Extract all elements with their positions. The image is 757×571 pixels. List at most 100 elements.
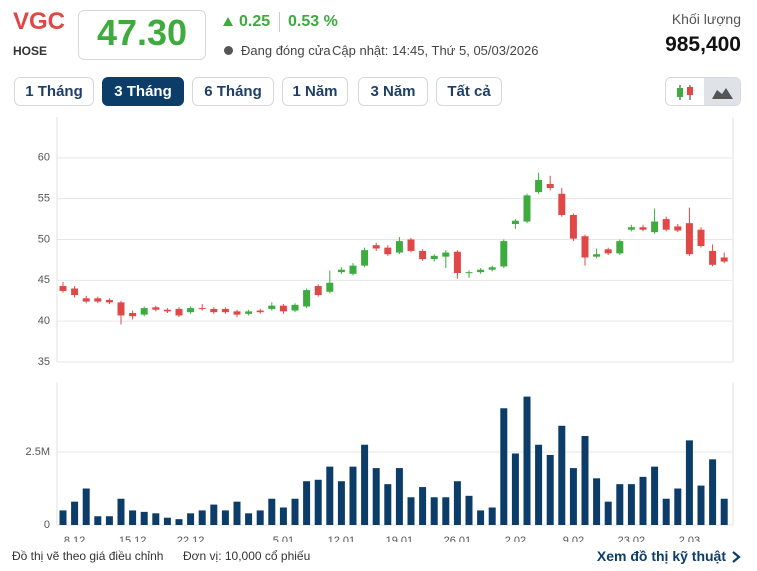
candle-body <box>419 250 427 260</box>
link-chevron <box>732 551 741 563</box>
candle-body <box>558 193 566 215</box>
y-tick-label: 45 <box>38 274 50 286</box>
volume-bar <box>71 501 79 525</box>
volume-bar <box>256 510 264 525</box>
candle-body <box>395 241 403 253</box>
volume-bar <box>221 510 229 525</box>
candle-body <box>407 239 415 251</box>
volume-bar <box>720 498 728 525</box>
y-tick-label: 40 <box>38 315 50 327</box>
candle-body <box>291 304 299 311</box>
range-button[interactable]: Tất cả <box>436 77 502 106</box>
x-tick-label: 9.02 <box>563 535 584 542</box>
candle-body <box>94 298 102 302</box>
candle-body <box>546 183 554 189</box>
range-button[interactable]: 3 Năm <box>358 77 428 106</box>
volume-bar <box>129 510 137 525</box>
volume-bar <box>593 478 601 525</box>
range-button[interactable]: 1 Tháng <box>14 77 94 106</box>
candle-body <box>709 250 717 265</box>
candle-body <box>117 302 125 316</box>
symbol: VGC <box>13 8 66 35</box>
volume-bar <box>198 510 206 525</box>
volume-bar <box>210 504 218 525</box>
candle-body <box>627 227 635 230</box>
volume-bar <box>581 435 589 525</box>
candle-body <box>616 241 624 254</box>
candle-body <box>314 286 322 296</box>
range-button[interactable]: 1 Năm <box>282 77 348 106</box>
volume-bar <box>500 408 508 525</box>
volume-bar <box>616 484 624 525</box>
x-tick-label: 12.01 <box>328 535 356 542</box>
volume-bar <box>303 481 311 525</box>
x-tick-label: 15.12 <box>119 535 147 542</box>
candle-body <box>685 223 693 255</box>
candle-body <box>71 288 79 296</box>
candle-body <box>372 245 380 249</box>
volume-bar <box>535 444 543 525</box>
volume-bar <box>709 459 717 525</box>
candle-body <box>569 215 577 239</box>
candle-body <box>442 252 450 257</box>
volume-bar <box>558 425 566 525</box>
candle-body <box>639 227 647 230</box>
candle-body <box>105 299 113 303</box>
chart-type-toggle[interactable] <box>665 77 741 106</box>
volume-bar <box>152 513 160 525</box>
range-button[interactable]: 3 Tháng <box>102 77 184 106</box>
candle-body <box>82 298 90 302</box>
technical-link[interactable]: Xem đồ thị kỹ thuật <box>596 548 726 564</box>
candle-body <box>523 195 531 222</box>
volume-bar <box>175 519 183 525</box>
volume-bar <box>105 516 113 525</box>
candle-body <box>337 269 345 273</box>
candle-body <box>697 229 705 247</box>
y-tick-label: 0 <box>44 519 50 531</box>
volume-bar <box>117 498 125 525</box>
candle-body <box>581 236 589 258</box>
up-arrow <box>223 17 233 26</box>
volume-bar <box>59 510 67 525</box>
volume-bar <box>419 487 427 525</box>
x-tick-label: 23.02 <box>618 535 646 542</box>
candle-body <box>245 311 253 314</box>
candle-body <box>593 254 601 257</box>
candle-body <box>256 310 264 313</box>
x-tick-label: 19.01 <box>386 535 414 542</box>
candle-body <box>349 265 357 274</box>
range-button[interactable]: 6 Tháng <box>192 77 274 106</box>
candle-body <box>303 290 311 307</box>
candle-body <box>604 249 612 254</box>
divider <box>279 12 280 32</box>
volume-bar <box>546 454 554 525</box>
volume-bar <box>291 498 299 525</box>
status-dot <box>224 46 233 55</box>
candle-body <box>279 305 287 312</box>
candle-body <box>140 308 148 315</box>
updated: Cập nhật: 14:45, Thứ 5, 05/03/2026 <box>332 43 539 58</box>
candle-body <box>477 269 485 273</box>
volume-bar <box>337 481 345 525</box>
candle-body <box>674 226 682 231</box>
candle-body <box>465 272 473 274</box>
volume-bar <box>163 517 171 525</box>
candle-body <box>535 179 543 193</box>
volume-bar <box>430 497 438 525</box>
volume-bar <box>674 488 682 525</box>
volume-bar <box>442 497 450 525</box>
volume-bar <box>627 484 635 525</box>
candle-body <box>384 247 392 255</box>
price-box <box>78 10 206 60</box>
volume-bar <box>314 479 322 525</box>
volume-bar <box>94 516 102 525</box>
candle-body <box>488 267 496 270</box>
candle-body <box>453 251 461 273</box>
y-tick-label: 60 <box>38 152 50 164</box>
volume-bar <box>477 510 485 525</box>
x-tick-label: 5.01 <box>273 535 294 542</box>
candle-body <box>511 220 519 224</box>
volume-bar <box>697 485 705 525</box>
volume-bar <box>639 476 647 525</box>
